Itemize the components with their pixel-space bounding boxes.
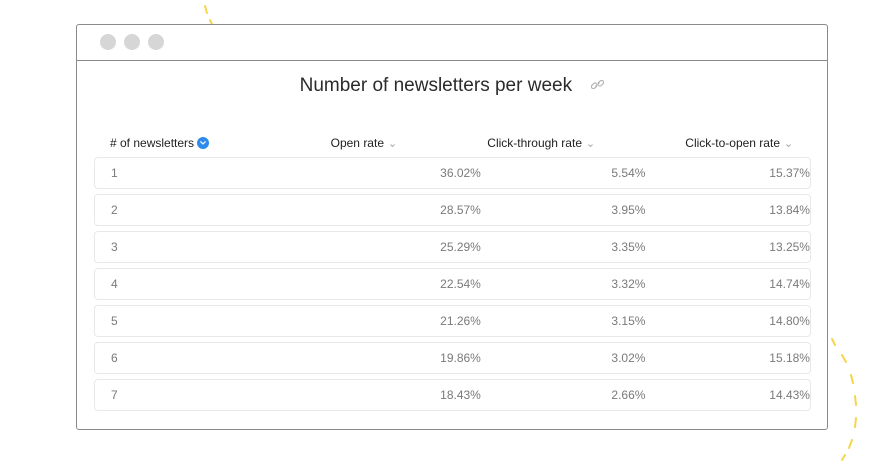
cell-click-to-open-rate: 14.43%	[769, 388, 810, 402]
caret-down-icon[interactable]	[390, 136, 395, 150]
cell-click-through-rate: 2.66%	[611, 388, 646, 402]
cell-click-to-open-rate: 13.84%	[769, 203, 810, 217]
cell-newsletter-count: 6	[111, 351, 118, 365]
table-row[interactable]: 7 18.43% 2.66% 14.43%	[94, 379, 811, 411]
cell-newsletter-count: 3	[111, 240, 118, 254]
cell-open-rate: 18.43%	[440, 388, 481, 402]
table-row[interactable]: 2 28.57% 3.95% 13.84%	[94, 194, 811, 226]
column-header-label: Open rate	[330, 136, 384, 150]
column-header-click-to-open-rate[interactable]: Click-to-open rate	[597, 136, 795, 150]
window-titlebar	[77, 25, 827, 61]
column-header-click-through-rate[interactable]: Click-through rate	[399, 136, 597, 150]
link-icon[interactable]	[591, 73, 605, 95]
column-header-label: # of newsletters	[110, 136, 195, 150]
table-row[interactable]: 3 25.29% 3.35% 13.25%	[94, 231, 811, 263]
window-control-dot[interactable]	[148, 34, 164, 50]
cell-click-to-open-rate: 15.37%	[769, 166, 810, 180]
page-heading: Number of newsletters per week	[77, 73, 827, 97]
table-body: 1 36.02% 5.54% 15.37% 2 28.57% 3.95% 13.…	[94, 157, 811, 411]
cell-click-to-open-rate: 14.80%	[769, 314, 810, 328]
cell-open-rate: 25.29%	[440, 240, 481, 254]
cell-click-through-rate: 3.15%	[611, 314, 646, 328]
cell-newsletter-count: 4	[111, 277, 118, 291]
table-header: # of newsletters Open rate Click-through…	[94, 133, 811, 153]
cell-open-rate: 28.57%	[440, 203, 481, 217]
column-header-label: Click-through rate	[487, 136, 582, 150]
cell-open-rate: 19.86%	[440, 351, 481, 365]
cell-click-to-open-rate: 15.18%	[769, 351, 810, 365]
cell-newsletter-count: 7	[111, 388, 118, 402]
browser-window: Number of newsletters per week # of news…	[76, 24, 828, 430]
column-header-open-rate[interactable]: Open rate	[249, 136, 399, 150]
window-control-dot[interactable]	[100, 34, 116, 50]
cell-click-through-rate: 3.95%	[611, 203, 646, 217]
cell-click-through-rate: 5.54%	[611, 166, 646, 180]
cell-open-rate: 21.26%	[440, 314, 481, 328]
table-row[interactable]: 6 19.86% 3.02% 15.18%	[94, 342, 811, 374]
cell-click-through-rate: 3.32%	[611, 277, 646, 291]
column-header-label: Click-to-open rate	[685, 136, 780, 150]
cell-newsletter-count: 2	[111, 203, 118, 217]
cell-newsletter-count: 5	[111, 314, 118, 328]
page-title: Number of newsletters per week	[299, 75, 573, 96]
cell-click-through-rate: 3.02%	[611, 351, 646, 365]
cell-click-to-open-rate: 13.25%	[769, 240, 810, 254]
table-row[interactable]: 4 22.54% 3.32% 14.74%	[94, 268, 811, 300]
chevron-down-icon[interactable]	[197, 137, 210, 149]
newsletter-stats-table: # of newsletters Open rate Click-through…	[94, 133, 811, 416]
cell-click-to-open-rate: 14.74%	[769, 277, 810, 291]
cell-open-rate: 22.54%	[440, 277, 481, 291]
cell-click-through-rate: 3.35%	[611, 240, 646, 254]
window-control-dot[interactable]	[124, 34, 140, 50]
table-row[interactable]: 5 21.26% 3.15% 14.80%	[94, 305, 811, 337]
cell-newsletter-count: 1	[111, 166, 118, 180]
caret-down-icon[interactable]	[786, 136, 791, 150]
cell-open-rate: 36.02%	[440, 166, 481, 180]
column-header-newsletters[interactable]: # of newsletters	[94, 136, 249, 150]
caret-down-icon[interactable]	[588, 136, 593, 150]
table-row[interactable]: 1 36.02% 5.54% 15.37%	[94, 157, 811, 189]
